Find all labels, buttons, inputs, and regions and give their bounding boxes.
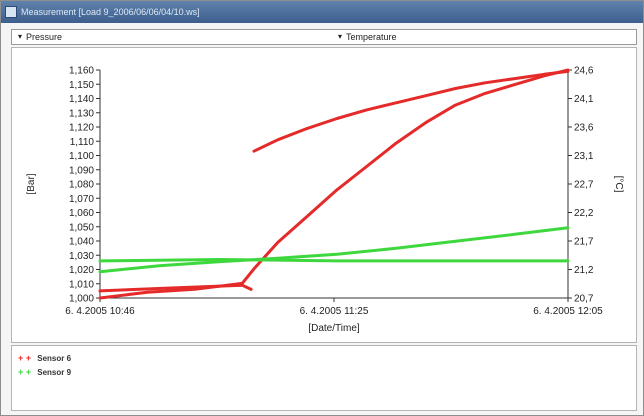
y-tick-label-left: 1,060 bbox=[69, 208, 94, 219]
legend-label-sensor-6: Sensor 6 bbox=[37, 354, 72, 363]
y-tick-label-left: 1,080 bbox=[69, 180, 94, 191]
temperature-dropdown[interactable]: Temperature bbox=[336, 30, 636, 44]
legend-panel: + + Sensor 6 + + Sensor 9 bbox=[11, 345, 637, 411]
y-tick-label-left: 1,120 bbox=[69, 123, 94, 134]
legend-item-sensor-9[interactable]: + + Sensor 9 bbox=[18, 366, 71, 378]
y-tick-label-left: 1,150 bbox=[69, 80, 94, 91]
y-tick-label-right: 24,1 bbox=[574, 94, 594, 105]
y-tick-label-left: 1,140 bbox=[69, 94, 94, 105]
legend-label-sensor-9: Sensor 9 bbox=[37, 368, 72, 377]
y-tick-label-right: 24,6 bbox=[574, 66, 594, 77]
y-tick-label-left: 1,050 bbox=[69, 222, 94, 233]
chart-area[interactable]: 1,000 1,010 1,020 1,030 1,040 1,050 1,060 1,070… bbox=[11, 47, 637, 343]
series-line-sensor-9-right bbox=[98, 226, 570, 274]
window-titlebar[interactable]: Measurement [Load 9_2006/06/06/04/10.ws] bbox=[1, 1, 643, 23]
legend-marker-sensor-6: + + bbox=[18, 353, 32, 363]
y-tick-label-left: 1,030 bbox=[69, 251, 94, 262]
y-tick-label-left: 1,110 bbox=[70, 137, 95, 148]
window-title: Measurement [Load 9_2006/06/06/04/10.ws] bbox=[21, 7, 200, 17]
y-tick-label-left: 1,130 bbox=[69, 108, 94, 119]
y-tick-label-left: 1,160 bbox=[69, 66, 94, 77]
y-tick-label-right: 22,7 bbox=[574, 180, 594, 191]
y-tick-label-left: 1,070 bbox=[69, 194, 94, 205]
y-axis-label-left: [Bar] bbox=[26, 173, 37, 194]
y-tick-label-left: 1,000 bbox=[69, 294, 94, 305]
x-axis-label: [Date/Time] bbox=[308, 323, 360, 334]
y-tick-label-left: 1,010 bbox=[69, 279, 94, 290]
y-tick-label-right: 20,7 bbox=[574, 294, 594, 305]
y-tick-label-right: 23,1 bbox=[574, 151, 594, 162]
x-tick-label: 6. 4.2005 12:05 bbox=[533, 306, 603, 317]
legend-marker-sensor-9: + + bbox=[18, 367, 32, 377]
y-tick-label-left: 1,090 bbox=[69, 165, 94, 176]
y-tick-label-left: 1,040 bbox=[69, 237, 94, 248]
window-icon bbox=[5, 6, 17, 18]
series-line-sensor-9-left bbox=[98, 258, 570, 263]
y-tick-label-left: 1,020 bbox=[69, 265, 94, 276]
channel-selector-bar: Pressure Temperature bbox=[11, 29, 637, 45]
y-tick-label-right: 22,2 bbox=[574, 208, 594, 219]
series-line-sensor-6-right bbox=[98, 68, 570, 300]
pressure-dropdown[interactable]: Pressure bbox=[16, 30, 326, 44]
legend-item-sensor-6[interactable]: + + Sensor 6 bbox=[18, 352, 71, 364]
x-tick-label: 6. 4.2005 11:25 bbox=[300, 306, 369, 317]
series-line-sensor-6-left bbox=[252, 69, 570, 153]
y-tick-label-right: 23,6 bbox=[574, 123, 594, 134]
y-tick-label-right: 21,7 bbox=[574, 237, 594, 248]
chart-svg: 1,000 1,010 1,020 1,030 1,040 1,050 1,060 1,070… bbox=[26, 66, 624, 335]
y-axis-label-right: [°C] bbox=[613, 176, 624, 193]
x-tick-label: 6. 4.2005 10:46 bbox=[65, 306, 135, 317]
y-tick-label-right: 21,2 bbox=[574, 265, 594, 276]
y-tick-label-left: 1,100 bbox=[69, 151, 94, 162]
